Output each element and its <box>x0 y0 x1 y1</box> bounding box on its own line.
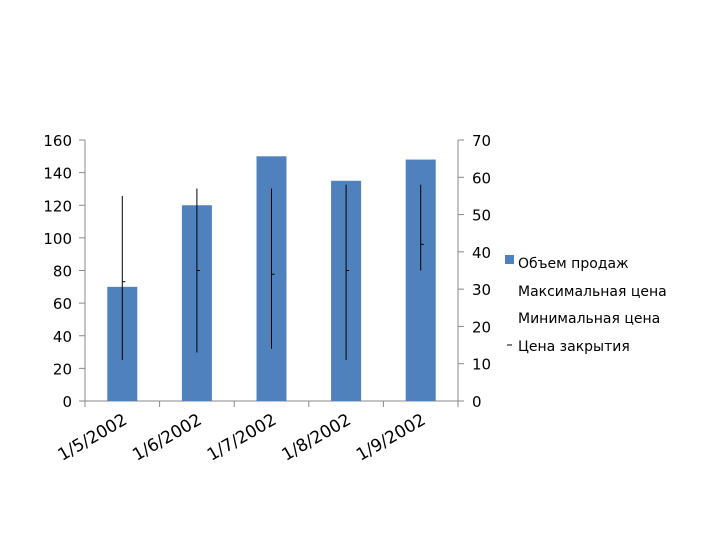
legend-label: Цена закрытия <box>518 339 630 355</box>
x-tick-label: 1/5/2002 <box>55 410 131 466</box>
right-axis-tick-labels: 0 10 20 30 40 50 60 70 <box>472 132 491 411</box>
left-axis-tick-labels: 0 20 40 60 80 100 120 140 160 <box>43 132 72 411</box>
left-tick-label: 100 <box>43 230 72 248</box>
legend-label: Максимальная цена <box>518 284 667 300</box>
left-tick-label: 140 <box>43 165 72 183</box>
right-tick-label: 0 <box>472 393 482 411</box>
left-tick-label: 80 <box>53 263 72 281</box>
left-tick-label: 40 <box>53 328 72 346</box>
high-low-lines <box>121 184 424 360</box>
legend-label: Минимальная цена <box>518 311 660 327</box>
legend: Объем продаж Максимальная цена Минимальная… <box>505 255 667 355</box>
x-tick-label: 1/8/2002 <box>278 410 354 466</box>
right-tick-label: 50 <box>472 207 491 225</box>
left-tick-label: 60 <box>53 295 72 313</box>
right-tick-label: 30 <box>472 281 491 299</box>
left-tick-label: 20 <box>53 360 72 378</box>
right-tick-label: 60 <box>472 169 491 187</box>
right-tick-label: 20 <box>472 318 491 336</box>
right-tick-label: 70 <box>472 132 491 150</box>
left-tick-label: 160 <box>43 132 72 150</box>
legend-swatch-volume <box>505 255 514 264</box>
x-tick-label: 1/6/2002 <box>129 410 205 466</box>
left-tick-label: 0 <box>62 393 72 411</box>
legend-label: Объем продаж <box>518 256 629 272</box>
x-tick-label: 1/9/2002 <box>353 410 429 466</box>
left-tick-label: 120 <box>43 197 72 215</box>
right-tick-label: 10 <box>472 356 491 374</box>
right-tick-label: 40 <box>472 244 491 262</box>
x-tick-label: 1/7/2002 <box>204 410 280 466</box>
